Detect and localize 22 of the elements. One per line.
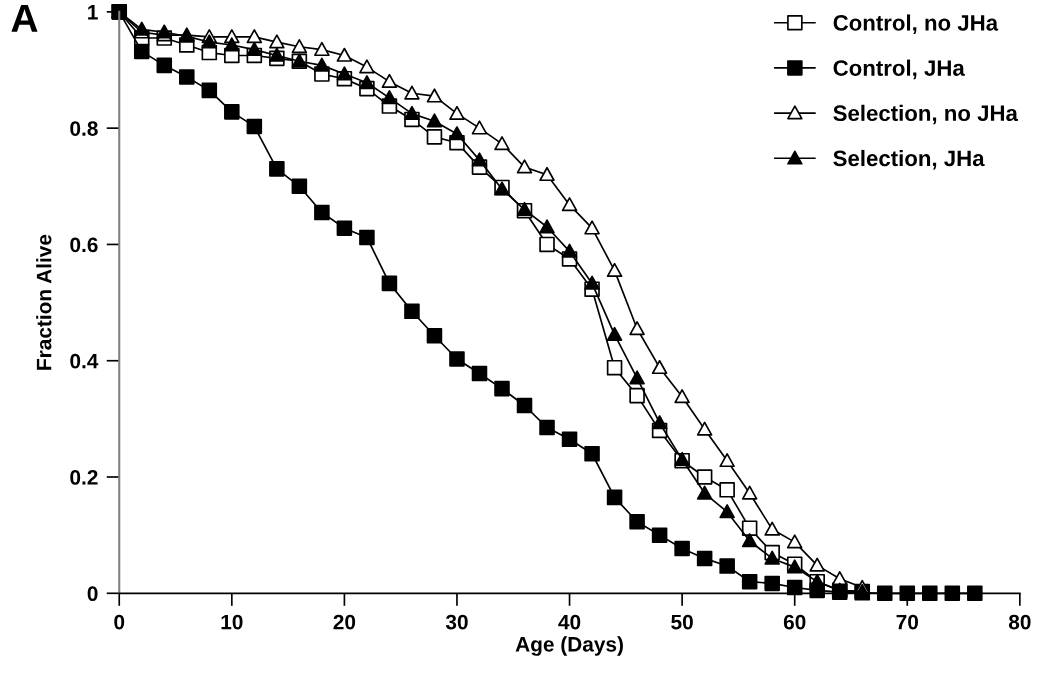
x-axis-title: Age (Days) bbox=[515, 636, 623, 656]
y-tick-label: 1 bbox=[88, 5, 98, 20]
x-tick-label: 10 bbox=[221, 614, 243, 630]
x-tick-label: 60 bbox=[783, 614, 806, 630]
text: A bbox=[11, 4, 38, 32]
legend-label: Selection, JHa bbox=[833, 149, 985, 170]
x-tick-label: 30 bbox=[445, 614, 468, 630]
legend-label: Control, no JHa bbox=[833, 14, 999, 34]
y-tick-label: 0.8 bbox=[70, 121, 98, 136]
x-tick-label: 40 bbox=[558, 614, 581, 630]
y-axis-title: Fraction Alive bbox=[36, 234, 52, 370]
y-tick-label: 0.2 bbox=[70, 470, 98, 485]
x-tick-label: 70 bbox=[896, 614, 919, 630]
legend-label: Control, JHa bbox=[833, 59, 965, 80]
y-tick-label: 0 bbox=[87, 586, 98, 602]
x-tick-label: 50 bbox=[671, 614, 693, 630]
y-tick-label: 0.4 bbox=[70, 353, 99, 369]
legend-label: Selection, no JHa bbox=[833, 104, 1019, 125]
y-tick-label: 0.6 bbox=[70, 237, 98, 253]
x-tick-label: 0 bbox=[114, 614, 125, 630]
x-tick-label: 80 bbox=[1008, 614, 1031, 630]
x-tick-label: 20 bbox=[333, 614, 356, 630]
